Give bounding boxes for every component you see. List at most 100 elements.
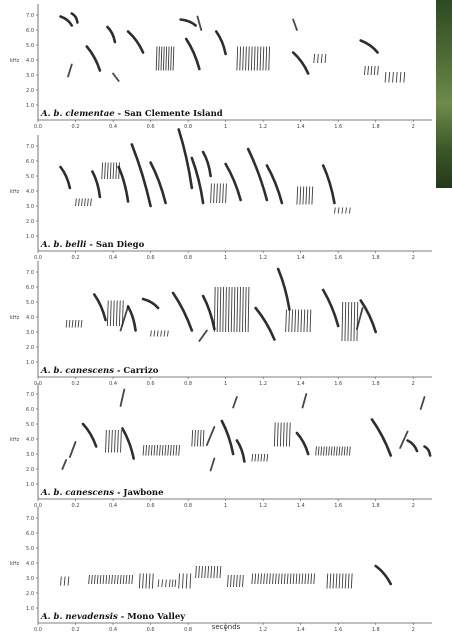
note-sweep xyxy=(276,267,291,311)
x-tick-label: 1.2 xyxy=(259,381,267,387)
note-stroke xyxy=(301,573,304,585)
note-stroke xyxy=(131,574,134,585)
y-tick-label: 1.0 xyxy=(26,103,34,109)
note-stroke xyxy=(297,309,300,333)
x-tick-label: 1.2 xyxy=(259,503,267,509)
note-sweep xyxy=(184,37,201,71)
note-tick xyxy=(419,396,426,410)
note-stroke xyxy=(269,573,271,585)
note-stroke xyxy=(268,46,271,71)
note-stroke xyxy=(88,574,90,585)
note-stroke xyxy=(111,574,113,585)
x-tick-label: 0.6 xyxy=(147,381,155,387)
note-stroke xyxy=(163,330,166,337)
note-sweep xyxy=(126,305,137,332)
y-tick-label: 1.0 xyxy=(26,606,34,612)
x-tick-label: 2 xyxy=(412,627,415,633)
note-stroke xyxy=(300,309,303,333)
x-tick-label: 1 xyxy=(224,124,227,130)
note-stroke xyxy=(160,46,163,71)
x-tick-label: 1.6 xyxy=(334,503,342,509)
y-tick-label: 6.0 xyxy=(26,285,34,291)
y-axis-unit: kHz xyxy=(10,437,20,443)
x-tick-label: 0.8 xyxy=(184,124,192,130)
note-stroke xyxy=(65,319,68,328)
note-stroke xyxy=(175,444,178,456)
x-tick-label: 1.6 xyxy=(334,255,342,261)
note-stroke xyxy=(257,453,260,462)
note-stroke xyxy=(320,446,323,456)
note-stroke xyxy=(111,429,113,453)
y-tick-label: 2.0 xyxy=(26,219,34,225)
x-tick-label: 1.8 xyxy=(372,124,380,130)
note-sweep xyxy=(291,51,310,75)
x-tick-label: 0.4 xyxy=(109,503,117,509)
note-stroke xyxy=(335,573,338,589)
y-tick-label: 5.0 xyxy=(26,546,34,552)
note-stroke xyxy=(75,198,77,207)
y-tick-label: 4.0 xyxy=(26,561,34,567)
note-stroke xyxy=(216,183,218,204)
note-stroke xyxy=(102,574,105,585)
note-trill xyxy=(60,576,70,586)
note-stroke xyxy=(167,46,170,71)
x-tick-label: 1.4 xyxy=(297,124,305,130)
note-tick xyxy=(68,441,77,458)
x-tick-label: 1.8 xyxy=(372,627,380,633)
note-stroke xyxy=(276,422,279,447)
panel-title: A. b. nevadensis - Mono Valley xyxy=(40,612,186,622)
note-sweep xyxy=(359,299,378,334)
note-stroke xyxy=(202,429,205,447)
note-trill xyxy=(168,579,177,588)
note-stroke xyxy=(272,573,274,585)
note-trill xyxy=(251,573,316,585)
note-stroke xyxy=(80,319,83,328)
note-trill xyxy=(106,300,124,327)
note-stroke xyxy=(128,574,131,585)
note-stroke xyxy=(353,301,356,342)
note-stroke xyxy=(242,286,244,333)
y-axis-unit: kHz xyxy=(10,315,20,321)
x-tick-label: 1.4 xyxy=(297,255,305,261)
note-stroke xyxy=(106,162,109,180)
note-trill xyxy=(236,46,271,71)
note-stroke xyxy=(104,162,106,180)
note-stroke xyxy=(332,573,335,589)
note-tick xyxy=(232,396,238,409)
panel-location: - San Diego xyxy=(86,240,144,250)
note-stroke xyxy=(266,453,269,462)
note-sweep xyxy=(321,288,340,328)
note-stroke xyxy=(356,301,359,342)
y-tick-label: 6.0 xyxy=(26,407,34,413)
y-tick-label: 3.0 xyxy=(26,452,34,458)
note-stroke xyxy=(105,429,107,453)
note-stroke xyxy=(341,573,344,589)
note-tick xyxy=(112,72,120,82)
note-stroke xyxy=(285,309,287,333)
note-stroke xyxy=(114,429,116,453)
note-stroke xyxy=(81,198,83,207)
x-tick-label: 0.6 xyxy=(147,627,155,633)
note-stroke xyxy=(222,286,225,333)
note-stroke xyxy=(101,162,104,180)
x-tick-label: 0.4 xyxy=(109,627,117,633)
note-stroke xyxy=(233,286,236,333)
x-tick-label: 2 xyxy=(412,381,415,387)
note-stroke xyxy=(227,286,230,333)
note-stroke xyxy=(288,422,291,447)
note-stroke xyxy=(164,444,167,456)
note-tick xyxy=(399,430,409,449)
note-stroke xyxy=(236,46,239,71)
x-tick-label: 1.2 xyxy=(259,124,267,130)
note-stroke xyxy=(198,565,200,579)
note-sweep xyxy=(295,431,310,456)
note-stroke xyxy=(210,565,213,579)
note-tick xyxy=(119,388,126,407)
note-stroke xyxy=(239,46,242,71)
x-tick-label: 0.0 xyxy=(34,627,42,633)
note-stroke xyxy=(167,330,169,337)
note-stroke xyxy=(349,207,351,214)
y-tick-label: 3.0 xyxy=(26,204,34,210)
x-tick-label: 0.0 xyxy=(34,124,42,130)
